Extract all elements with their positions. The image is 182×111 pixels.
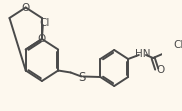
Text: Cl: Cl — [174, 40, 182, 50]
Text: HN: HN — [135, 49, 150, 59]
Text: O: O — [22, 4, 30, 14]
Text: O: O — [37, 34, 45, 44]
Text: O: O — [156, 65, 164, 75]
Text: S: S — [79, 71, 86, 84]
Text: Cl: Cl — [39, 18, 50, 28]
